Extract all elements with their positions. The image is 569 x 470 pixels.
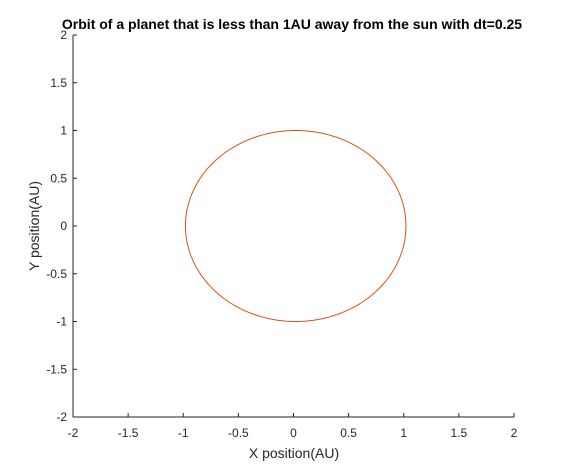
- x-tick-label: 1.5: [451, 426, 468, 440]
- orbit-line: [184, 129, 407, 323]
- x-tick-label: -1.5: [118, 426, 139, 440]
- x-tick-label: 0: [290, 426, 297, 440]
- y-tick-label: -1: [56, 315, 67, 329]
- y-axis-label: Y position(AU): [26, 181, 42, 271]
- y-axis-ticks: -2 -1.5 -1 -0.5 0 0.5 1 1.5 2: [46, 28, 77, 424]
- x-tick-label: -0.5: [228, 426, 249, 440]
- x-tick-label: -1: [178, 426, 189, 440]
- x-tick-label: 1: [400, 426, 407, 440]
- y-tick-label: 0: [60, 219, 67, 233]
- y-tick-label: 0.5: [50, 171, 67, 185]
- y-tick-label: -2: [56, 410, 67, 424]
- x-axis-label: X position(AU): [249, 445, 339, 461]
- orbit-series: [184, 129, 407, 323]
- x-axis-ticks: -2 -1.5 -1 -0.5 0 0.5 1 1.5 2: [68, 413, 518, 440]
- y-tick-label: 1: [60, 124, 67, 138]
- y-tick-label: -1.5: [46, 362, 67, 376]
- y-tick-label: -0.5: [46, 267, 67, 281]
- x-tick-label: 0.5: [340, 426, 357, 440]
- x-tick-label: -2: [68, 426, 79, 440]
- chart-title: Orbit of a planet that is less than 1AU …: [62, 16, 522, 32]
- x-tick-label: 2: [511, 426, 518, 440]
- y-tick-label: 1.5: [50, 76, 67, 90]
- y-tick-label: 2: [60, 28, 67, 42]
